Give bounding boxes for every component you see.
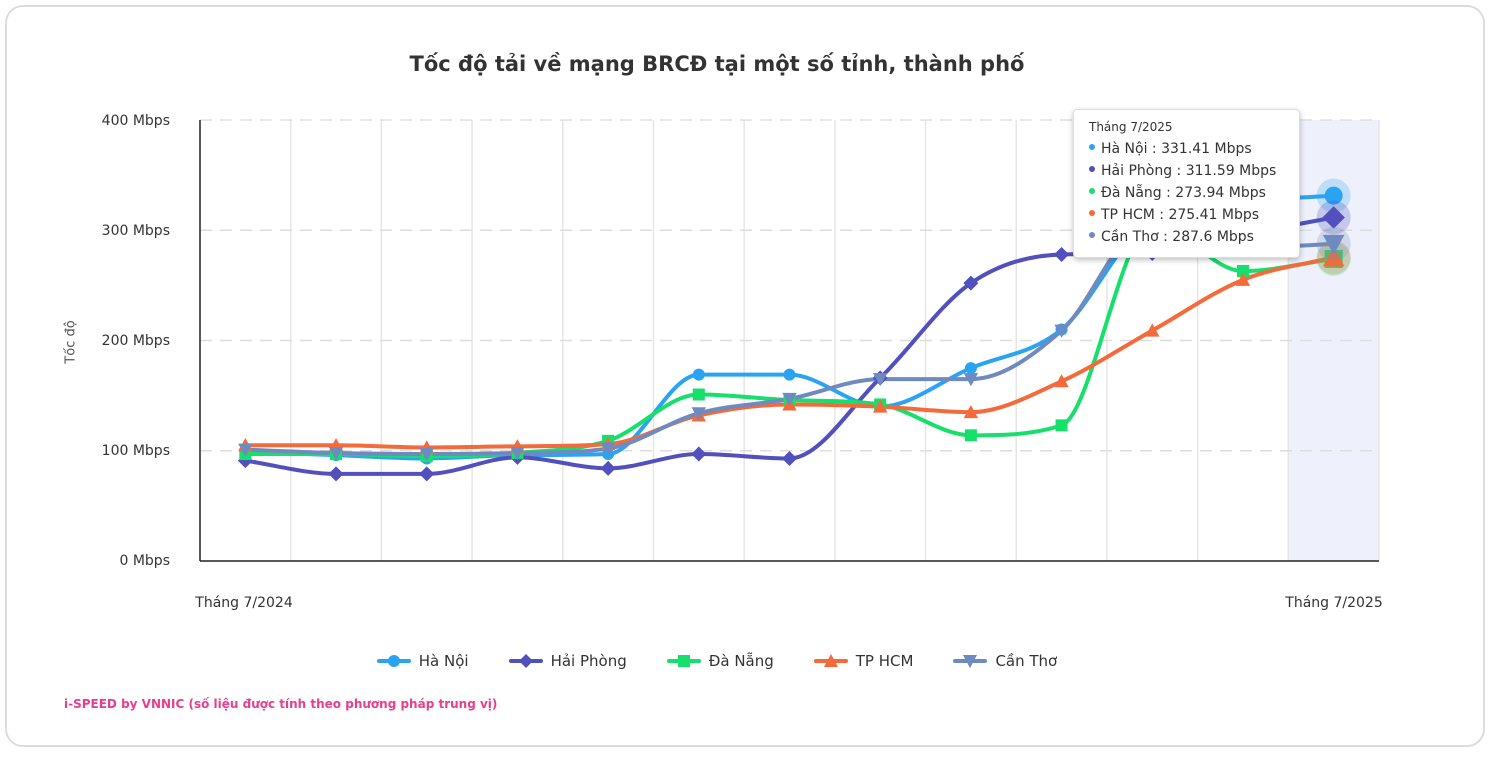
data-point [328, 466, 344, 482]
tooltip-row-text: Cần Thơ : 287.6 Mbps [1101, 229, 1254, 245]
chart-title: Tốc độ tải về mạng BRCĐ tại một số tỉnh,… [409, 52, 1025, 76]
tooltip-row: Hà Nội : 331.41 Mbps [1089, 138, 1299, 160]
data-point [963, 404, 979, 419]
data-point [419, 448, 434, 462]
tooltip-row: Cần Thơ : 287.6 Mbps [1089, 226, 1299, 248]
data-point [872, 399, 888, 413]
tooltip-row: Hải Phòng : 311.59 Mbps [1089, 160, 1299, 182]
data-point [872, 373, 888, 387]
data-point [1145, 323, 1160, 337]
y-tick-label: 100 Mbps [101, 443, 170, 459]
series-dot-icon [1089, 188, 1095, 194]
data-point [1054, 247, 1070, 263]
data-point [691, 407, 707, 421]
y-tick-label: 300 Mbps [101, 223, 170, 239]
data-point [1055, 419, 1068, 432]
data-point [782, 450, 797, 466]
series-dot-icon [1089, 210, 1095, 216]
tooltip-row-text: Đà Nẵng : 273.94 Mbps [1101, 185, 1266, 201]
legend-marker-icon [813, 654, 848, 667]
chart-tooltip: Tháng 7/2025 Hà Nội : 331.41 Mbps Hải Ph… [1073, 109, 1300, 258]
series-dot-icon [1089, 232, 1095, 238]
tooltip-row-text: Hải Phòng : 311.59 Mbps [1101, 163, 1277, 179]
data-point [510, 446, 525, 461]
legend-item-can-tho[interactable]: Cần Thơ [953, 652, 1057, 670]
data-point [238, 443, 253, 457]
data-point [419, 466, 435, 482]
legend-marker-icon [953, 655, 988, 668]
legend-label: Cần Thơ [995, 652, 1058, 670]
legend-label: Hải Phòng [550, 652, 627, 670]
chart-legend: Hà Nội Hải Phòng Đà Nẵng TP HCM Cần Thơ [0, 652, 1434, 670]
data-point-highlighted [1324, 186, 1343, 205]
data-point [1054, 324, 1069, 338]
data-point [600, 460, 616, 476]
tooltip-header: Tháng 7/2025 [1089, 120, 1173, 134]
series-line [243, 255, 1336, 450]
data-point-highlighted [1322, 206, 1345, 229]
data-point [692, 388, 705, 401]
data-point [692, 368, 705, 381]
y-tick-label: 0 Mbps [119, 553, 170, 569]
data-point [783, 368, 796, 381]
legend-label: Hà Nội [418, 652, 469, 670]
tooltip-row: TP HCM : 275.41 Mbps [1089, 204, 1299, 226]
legend-item-da-nang[interactable]: Đà Nẵng [666, 652, 774, 670]
x-tick-label-start: Tháng 7/2024 [195, 595, 293, 611]
tooltip-row-text: Hà Nội : 331.41 Mbps [1101, 141, 1252, 157]
legend-marker-icon [666, 655, 701, 667]
data-point [1054, 374, 1069, 388]
data-point [782, 392, 797, 407]
data-point-highlighted [1322, 234, 1345, 255]
y-tick-label: 200 Mbps [101, 333, 170, 349]
data-point [963, 275, 979, 291]
data-point [964, 362, 977, 375]
data-point [964, 429, 977, 442]
data-point [600, 442, 616, 456]
data-point [1236, 265, 1249, 278]
data-point-highlighted [1322, 246, 1345, 267]
legend-item-tp-hcm[interactable]: TP HCM [813, 652, 914, 670]
data-point [1235, 272, 1251, 286]
legend-item-ha-noi[interactable]: Hà Nội [376, 652, 469, 670]
legend-marker-icon [508, 654, 543, 668]
x-tick-label-end: Tháng 7/2025 [1285, 595, 1383, 611]
series-dot-icon [1089, 166, 1095, 172]
tooltip-row-text: TP HCM : 275.41 Mbps [1101, 207, 1260, 223]
data-point [691, 446, 707, 462]
series-dot-icon [1089, 144, 1095, 150]
data-point [328, 446, 344, 461]
source-note: i-SPEED by VNNIC (số liệu được tính theo… [64, 697, 498, 711]
y-tick-label: 400 Mbps [101, 113, 170, 129]
legend-item-hai-phong[interactable]: Hải Phòng [508, 652, 627, 670]
legend-label: Đà Nẵng [708, 652, 774, 670]
legend-marker-icon [376, 655, 411, 667]
data-point [963, 373, 979, 387]
tooltip-row: Đà Nẵng : 273.94 Mbps [1089, 182, 1299, 204]
legend-label: TP HCM [855, 652, 914, 670]
